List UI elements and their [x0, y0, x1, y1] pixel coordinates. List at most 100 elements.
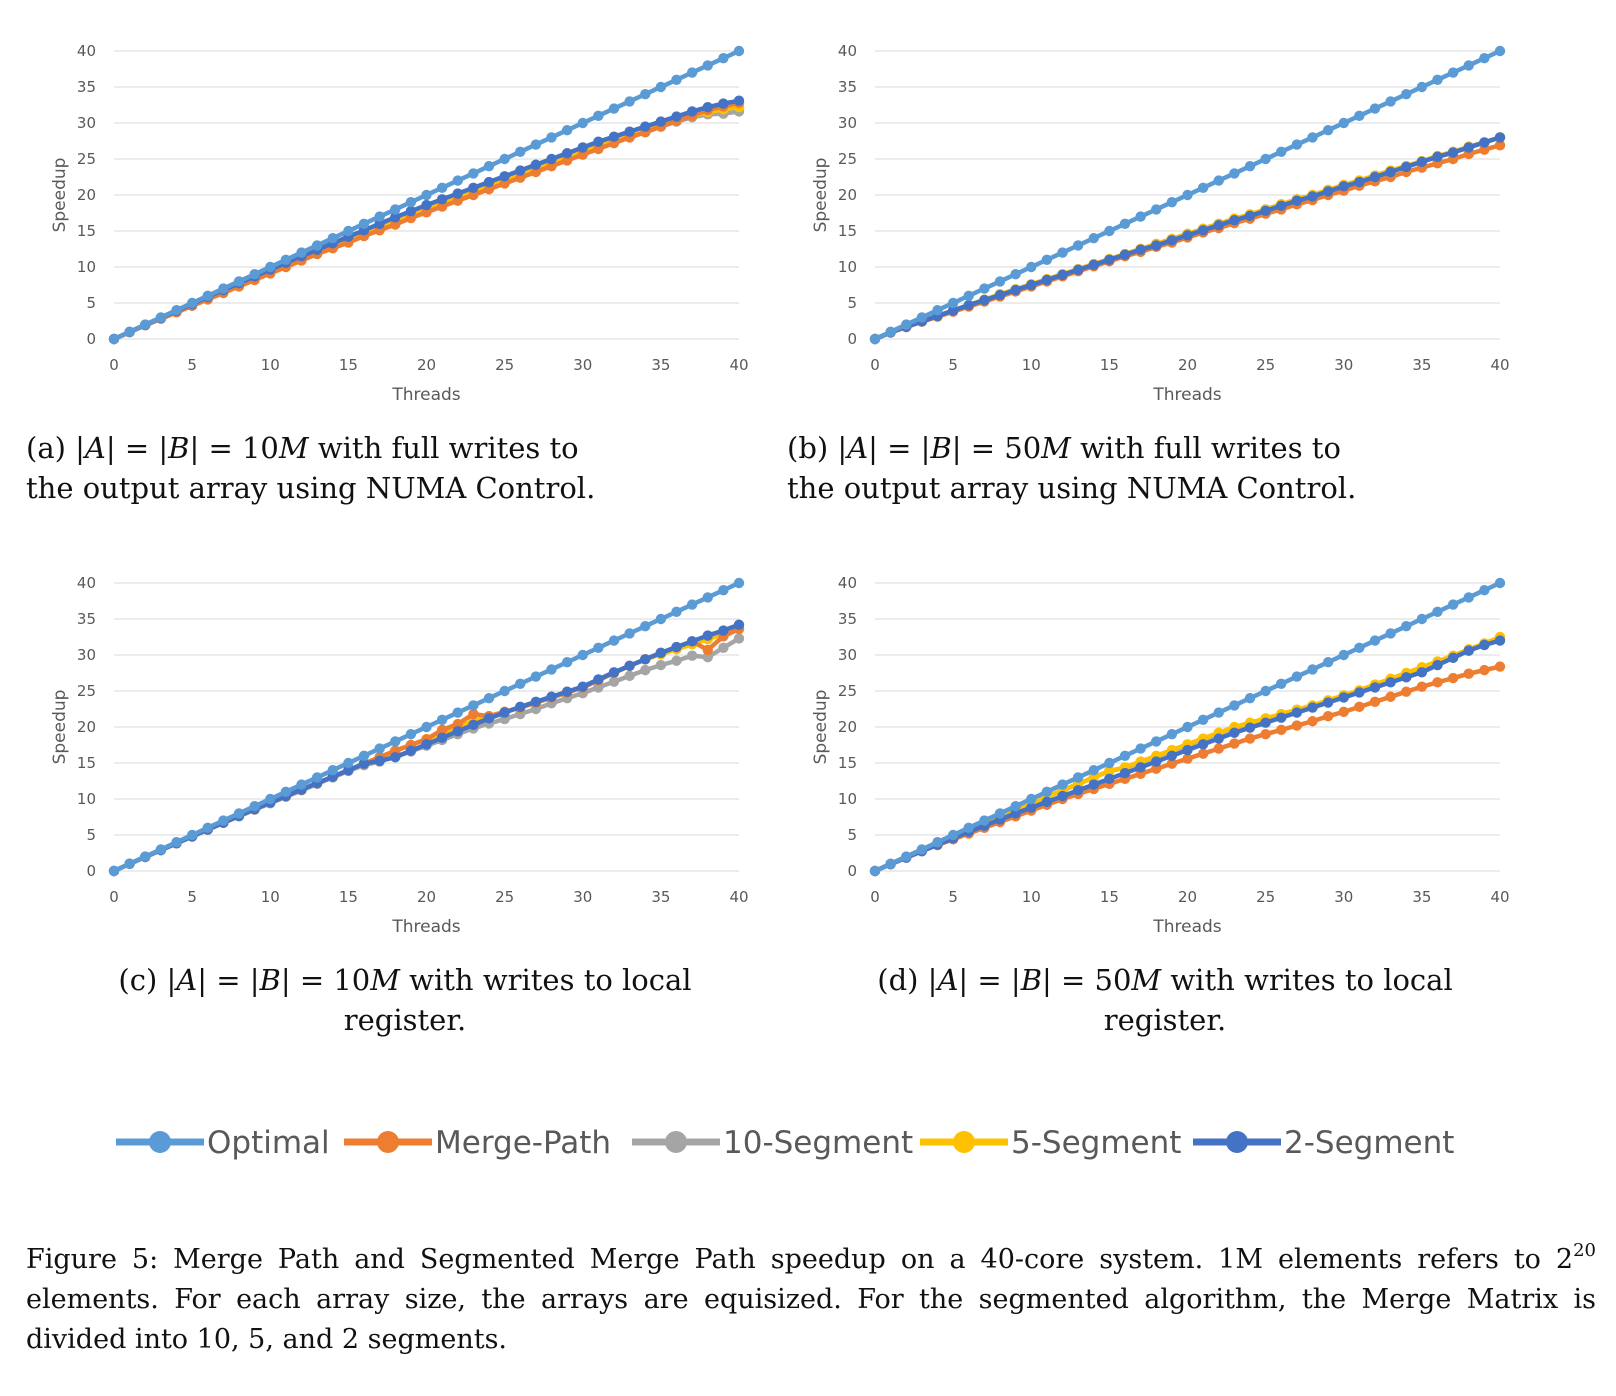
series-optimal [869, 45, 1506, 345]
data-point [124, 326, 135, 337]
data-point [1447, 652, 1459, 664]
x-tick-label: 30 [573, 356, 592, 374]
y-axis-label: Speedup [50, 158, 70, 233]
data-point [530, 696, 542, 707]
data-point [1447, 672, 1459, 684]
data-point [640, 621, 651, 632]
data-point [1291, 720, 1303, 731]
data-point [1479, 585, 1490, 596]
x-tick-label: 40 [1490, 888, 1509, 906]
y-tick-label: 20 [77, 718, 96, 736]
data-point [577, 681, 588, 692]
data-point [655, 613, 667, 625]
data-point [640, 89, 651, 100]
caption-label: (a) [26, 431, 66, 465]
x-tick-label: 25 [495, 356, 514, 374]
data-point [358, 758, 370, 769]
data-point [1151, 736, 1162, 747]
data-point [1322, 711, 1334, 722]
y-tick-label: 0 [86, 862, 96, 880]
data-point [358, 218, 370, 229]
data-point [468, 719, 479, 731]
data-point [171, 305, 182, 316]
data-point [499, 685, 510, 697]
data-point [561, 155, 573, 166]
chart-a: 0 5 10 15 20 25 30 35 40 0 5 10 15 20 25 30 35 40 Threads S… [50, 42, 749, 405]
data-point [1182, 189, 1193, 201]
x-tick-label: 35 [651, 356, 670, 374]
data-point [265, 793, 276, 805]
data-point [1010, 801, 1021, 812]
data-point [515, 172, 526, 183]
x-tick-label: 10 [261, 888, 280, 906]
data-point [1322, 125, 1334, 136]
legend-swatch-marker [665, 1131, 687, 1153]
data-point [405, 206, 417, 217]
y-tick-label: 30 [838, 646, 857, 664]
data-point [1494, 45, 1506, 57]
y-axis-label: Speedup [50, 690, 70, 765]
x-tick-label: 25 [1256, 888, 1275, 906]
data-point [901, 851, 912, 862]
data-point [671, 606, 682, 617]
data-point [593, 682, 604, 693]
data-point [655, 81, 667, 93]
data-point [1151, 763, 1162, 774]
data-point [499, 171, 510, 182]
legend-label: Merge-Path [435, 1125, 611, 1161]
data-point [1463, 645, 1474, 656]
series-2-segment [108, 619, 745, 877]
data-point [1026, 793, 1037, 805]
data-point [1322, 697, 1334, 708]
data-point [327, 765, 338, 776]
data-point [1104, 225, 1115, 237]
data-point [233, 276, 245, 287]
data-point [1338, 706, 1349, 718]
data-point [546, 132, 557, 143]
x-axis-label: Threads [391, 917, 460, 937]
data-point [994, 808, 1006, 819]
series-merge-path [869, 140, 1506, 345]
legend-swatch-marker [1226, 1131, 1248, 1153]
data-point [218, 283, 229, 294]
y-tick-label: 10 [77, 790, 96, 808]
data-point [1166, 729, 1178, 740]
series-10-segment [108, 106, 745, 345]
y-tick-label: 40 [838, 574, 857, 592]
data-point [1026, 802, 1037, 813]
data-point [624, 96, 635, 107]
data-point [1479, 137, 1490, 148]
data-point [374, 743, 385, 754]
data-point [436, 194, 448, 205]
data-point [1307, 132, 1318, 143]
data-point [374, 211, 385, 222]
figure-caption-line-2: elements. For each array size, the array… [26, 1284, 1596, 1315]
data-point [1197, 739, 1209, 750]
data-point [1432, 677, 1443, 688]
y-tick-label: 40 [838, 42, 857, 60]
data-point [1119, 249, 1131, 260]
y-tick-label: 35 [838, 78, 857, 96]
data-point [1260, 729, 1271, 740]
data-point [140, 319, 151, 330]
data-point [1260, 717, 1271, 728]
data-point [483, 176, 495, 188]
data-point [608, 676, 620, 687]
figure-caption-text: Figure 5: Merge Path and Segmented Merge… [26, 1244, 1574, 1275]
figure-caption: Figure 5: Merge Path and Segmented Merge… [26, 1240, 1596, 1360]
data-point [1057, 790, 1068, 802]
data-point [1276, 724, 1287, 736]
data-point [718, 585, 729, 596]
data-point [155, 312, 167, 323]
data-point [1260, 153, 1271, 165]
x-tick-label: 35 [1412, 888, 1431, 906]
data-point [1369, 696, 1381, 707]
data-point [390, 736, 401, 747]
data-point [686, 650, 698, 661]
chart-c: 0 5 10 15 20 25 30 35 40 0 5 10 15 20 25 30 35 40 Threads S… [50, 574, 749, 937]
data-point [405, 729, 417, 740]
data-point [702, 592, 713, 603]
data-point [1213, 733, 1224, 744]
data-point [1057, 269, 1068, 281]
data-point [436, 724, 448, 736]
